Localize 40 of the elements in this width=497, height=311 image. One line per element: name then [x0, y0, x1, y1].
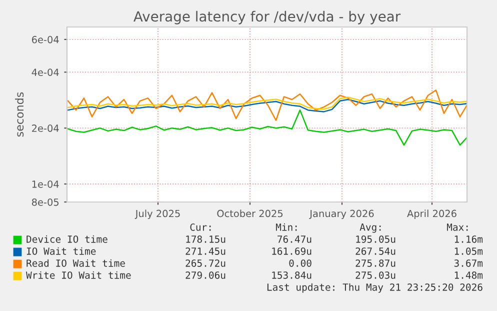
text: 161.69u — [272, 247, 312, 255]
y-tick-label: 8e-05 — [32, 198, 59, 206]
text: 153.84u — [272, 271, 312, 279]
line-series — [67, 98, 467, 112]
text: Min: — [276, 223, 297, 231]
text: Last update: Thu May 21 23:25:20 2026 — [267, 283, 482, 293]
legend-label: Write IO Wait time — [26, 271, 131, 279]
text: 1.16m — [454, 235, 483, 243]
y-axis-title: seconds — [15, 92, 24, 137]
y-tick-label: 1e-04 — [32, 180, 59, 188]
y-tick-label: 6e-04 — [32, 36, 59, 44]
text: 275.03u — [356, 271, 396, 279]
y-tick-label: 2e-04 — [32, 124, 59, 132]
legend-label: Device IO time — [26, 235, 108, 243]
text: 271.45u — [186, 247, 226, 255]
text: 265.72u — [186, 259, 226, 267]
line-series — [67, 96, 467, 110]
x-tick-label: October 2025 — [217, 210, 283, 218]
text: Cur: — [190, 223, 211, 231]
x-tick-label: January 2026 — [309, 210, 374, 220]
line-series — [67, 109, 467, 146]
text: 178.15u — [186, 235, 226, 243]
chart-title: Average latency for /dev/vda - by year — [134, 10, 401, 24]
line-series — [67, 90, 467, 122]
text: Max: — [446, 224, 468, 231]
text: 1.48m — [454, 271, 483, 279]
text: 0.00 — [289, 259, 312, 267]
text: 195.05u — [356, 235, 396, 243]
text: 267.54u — [356, 247, 396, 255]
y-tick-label: 4e-04 — [32, 68, 59, 76]
text: 76.47u — [278, 235, 312, 243]
legend-label: Read IO Wait time — [26, 259, 125, 267]
text: 3.67m — [454, 259, 483, 267]
x-tick-label: April 2026 — [407, 210, 456, 220]
text: 1.05m — [454, 247, 483, 255]
text: 279.06u — [186, 271, 226, 279]
text: 275.87u — [356, 259, 396, 267]
text: Avg: — [360, 224, 381, 233]
legend-label: IO Wait time — [26, 247, 96, 255]
x-tick-label: July 2025 — [134, 210, 180, 220]
